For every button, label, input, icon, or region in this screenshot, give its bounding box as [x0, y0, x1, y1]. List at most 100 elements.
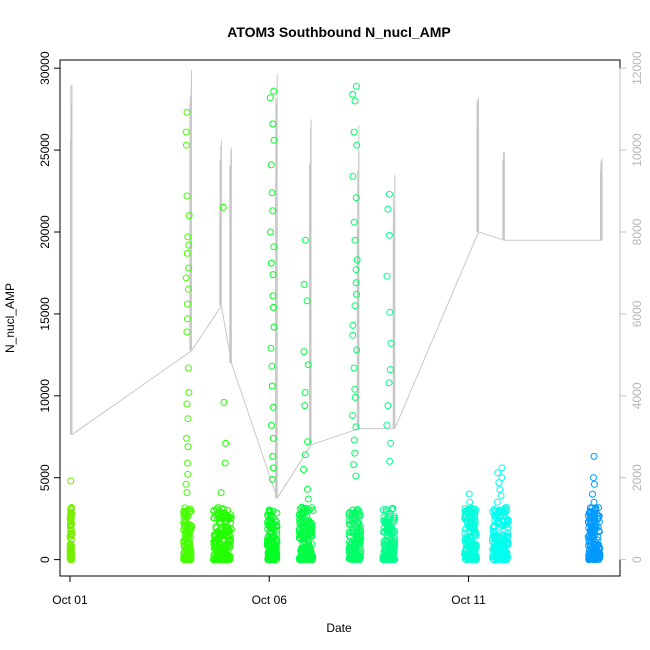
secondary-connector — [310, 428, 360, 446]
data-point — [462, 513, 470, 521]
data-point — [183, 400, 191, 408]
data-point — [269, 533, 277, 541]
data-point — [350, 218, 358, 226]
data-point — [300, 280, 308, 288]
data-point — [67, 548, 75, 556]
series-oct-09 — [379, 190, 399, 564]
data-point — [469, 525, 477, 533]
data-point — [352, 266, 360, 274]
x-tick-label: Oct 11 — [451, 593, 486, 607]
data-point — [67, 536, 75, 544]
data-point — [304, 361, 312, 369]
data-point — [183, 328, 191, 336]
data-point — [268, 362, 276, 370]
data-point — [304, 485, 311, 493]
data-point — [185, 212, 193, 220]
data-point — [269, 464, 277, 472]
data-point — [183, 434, 190, 442]
secondary-burst — [392, 174, 396, 429]
data-point — [186, 552, 194, 560]
data-point — [591, 522, 599, 530]
data-point — [351, 545, 359, 553]
y2-tick-label: 0 — [630, 556, 644, 563]
data-point — [504, 518, 512, 526]
data-point — [295, 525, 303, 533]
data-point — [296, 555, 304, 563]
data-point — [464, 549, 472, 557]
data-point — [385, 379, 393, 387]
data-point — [381, 518, 389, 526]
secondary-connector — [230, 362, 278, 499]
y-tick-label: 5000 — [38, 464, 52, 491]
data-point — [349, 527, 357, 535]
data-point — [299, 524, 306, 531]
data-point — [390, 517, 398, 525]
secondary-burst — [502, 152, 505, 241]
data-point — [269, 452, 277, 460]
data-point — [180, 509, 188, 517]
data-point — [388, 505, 396, 513]
data-point — [489, 527, 497, 535]
data-point — [224, 506, 231, 514]
secondary-connector — [191, 305, 222, 352]
data-point — [220, 554, 228, 562]
data-point — [264, 512, 272, 520]
y2-tick-label: 4000 — [630, 382, 644, 409]
y2-tick-label: 8000 — [630, 218, 644, 245]
data-point — [224, 523, 231, 531]
data-point — [467, 548, 475, 555]
data-point — [497, 492, 505, 500]
data-point — [220, 398, 228, 406]
data-point — [212, 539, 220, 547]
data-point — [273, 509, 281, 517]
data-point — [267, 228, 274, 236]
data-point — [594, 550, 602, 558]
data-point — [300, 520, 308, 528]
data-point — [182, 128, 190, 136]
data-point — [300, 522, 308, 530]
data-point — [268, 544, 276, 552]
data-point — [66, 512, 74, 520]
data-point — [301, 236, 309, 244]
data-point — [351, 513, 359, 521]
data-point — [183, 300, 191, 308]
data-point — [184, 285, 192, 293]
data-point — [183, 108, 191, 116]
x-tick-label: Oct 06 — [252, 593, 288, 607]
data-point — [221, 517, 229, 525]
data-point — [218, 513, 226, 521]
data-point — [185, 364, 192, 372]
secondary-burst — [219, 139, 222, 306]
data-point — [493, 511, 501, 519]
data-point — [267, 259, 275, 267]
data-point — [491, 517, 499, 525]
data-point — [590, 480, 598, 488]
data-point — [270, 136, 278, 144]
data-point — [186, 541, 194, 549]
data-point — [225, 556, 233, 564]
data-point — [585, 536, 593, 544]
data-point — [387, 339, 395, 347]
data-point — [349, 331, 357, 339]
data-point — [300, 466, 308, 473]
data-point — [587, 523, 595, 531]
data-point — [355, 519, 363, 527]
data-point — [222, 439, 230, 447]
data-point — [308, 504, 316, 512]
data-point — [353, 141, 361, 149]
secondary-connector — [394, 231, 479, 429]
data-point — [182, 141, 190, 149]
data-point — [356, 511, 363, 519]
data-point — [352, 82, 360, 90]
data-point — [219, 203, 227, 211]
data-point — [493, 498, 501, 506]
data-point — [390, 543, 398, 551]
y-tick-label: 10000 — [38, 379, 52, 413]
data-point — [353, 290, 360, 298]
data-point — [352, 279, 360, 287]
data-point — [499, 521, 507, 529]
data-point — [383, 421, 391, 429]
data-point — [183, 249, 191, 257]
data-point — [586, 540, 594, 548]
data-point — [221, 546, 229, 554]
